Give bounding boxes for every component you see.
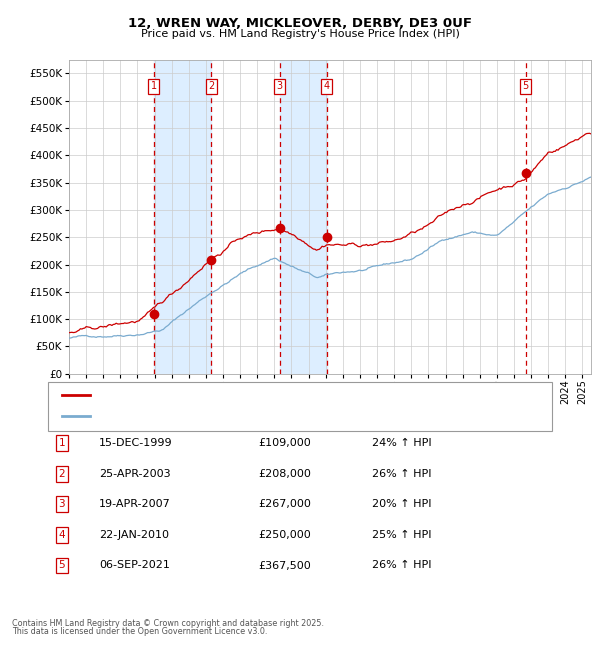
Text: 4: 4 xyxy=(324,81,330,92)
Text: 4: 4 xyxy=(58,530,65,540)
Text: Contains HM Land Registry data © Crown copyright and database right 2025.: Contains HM Land Registry data © Crown c… xyxy=(12,619,324,628)
Text: 26% ↑ HPI: 26% ↑ HPI xyxy=(372,560,431,571)
Text: 24% ↑ HPI: 24% ↑ HPI xyxy=(372,438,431,448)
Text: 15-DEC-1999: 15-DEC-1999 xyxy=(99,438,173,448)
Text: 2: 2 xyxy=(208,81,215,92)
Text: £208,000: £208,000 xyxy=(258,469,311,479)
Text: 20% ↑ HPI: 20% ↑ HPI xyxy=(372,499,431,510)
Text: This data is licensed under the Open Government Licence v3.0.: This data is licensed under the Open Gov… xyxy=(12,627,268,636)
Text: 19-APR-2007: 19-APR-2007 xyxy=(99,499,171,510)
Text: 5: 5 xyxy=(523,81,529,92)
Text: £267,000: £267,000 xyxy=(258,499,311,510)
Text: 25-APR-2003: 25-APR-2003 xyxy=(99,469,170,479)
Text: 1: 1 xyxy=(58,438,65,448)
Bar xyxy=(154,60,211,374)
Text: £109,000: £109,000 xyxy=(258,438,311,448)
Text: 2: 2 xyxy=(58,469,65,479)
Text: HPI: Average price, detached house, South Derbyshire: HPI: Average price, detached house, Sout… xyxy=(96,411,362,421)
Bar xyxy=(280,60,327,374)
Text: £367,500: £367,500 xyxy=(258,560,311,571)
Text: 26% ↑ HPI: 26% ↑ HPI xyxy=(372,469,431,479)
Text: £250,000: £250,000 xyxy=(258,530,311,540)
Text: 06-SEP-2021: 06-SEP-2021 xyxy=(99,560,170,571)
Text: 1: 1 xyxy=(151,81,157,92)
Text: 25% ↑ HPI: 25% ↑ HPI xyxy=(372,530,431,540)
Text: 12, WREN WAY, MICKLEOVER, DERBY, DE3 0UF (detached house): 12, WREN WAY, MICKLEOVER, DERBY, DE3 0UF… xyxy=(96,389,415,400)
Text: 22-JAN-2010: 22-JAN-2010 xyxy=(99,530,169,540)
Text: 3: 3 xyxy=(277,81,283,92)
Text: 12, WREN WAY, MICKLEOVER, DERBY, DE3 0UF: 12, WREN WAY, MICKLEOVER, DERBY, DE3 0UF xyxy=(128,17,472,30)
Text: 3: 3 xyxy=(58,499,65,510)
Text: 5: 5 xyxy=(58,560,65,571)
Text: Price paid vs. HM Land Registry's House Price Index (HPI): Price paid vs. HM Land Registry's House … xyxy=(140,29,460,39)
